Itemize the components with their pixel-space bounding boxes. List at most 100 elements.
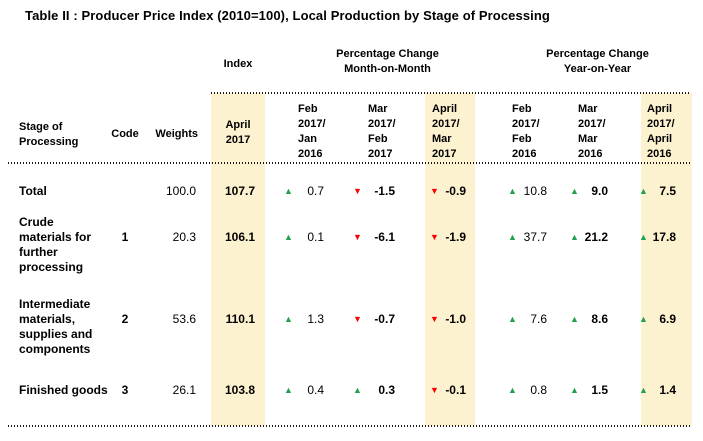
- yoy-april-value: 6.9: [659, 312, 676, 326]
- yoy-mar-cell: ▲ 8.6: [570, 312, 608, 327]
- mom-mar-value: -6.1: [374, 230, 395, 244]
- yoy-feb-value: 7.6: [530, 312, 547, 326]
- down-triangle-icon: ▼: [353, 232, 362, 242]
- up-triangle-icon: ▲: [639, 314, 648, 324]
- mom-feb-value: 0.4: [307, 383, 324, 397]
- yoy-feb-cell: ▲ 37.7: [508, 230, 547, 245]
- column-header-code: Code: [111, 128, 139, 140]
- mom-april-cell: ▼ -0.9: [430, 184, 466, 199]
- up-triangle-icon: ▲: [508, 186, 517, 196]
- column-header-yoy-feb: Feb 2017/ Feb 2016: [512, 103, 540, 160]
- yoy-mar-cell: ▲ 1.5: [570, 383, 608, 398]
- yoy-feb-cell: ▲ 10.8: [508, 184, 547, 199]
- table-bottom-dotted-rule: [8, 425, 691, 427]
- code-cell: 1: [121, 230, 129, 244]
- mom-april-cell: ▼ -1.0: [430, 312, 466, 327]
- up-triangle-icon: ▲: [570, 385, 579, 395]
- yoy-mar-value: 1.5: [591, 383, 608, 397]
- mom-mar-value: -1.5: [374, 184, 395, 198]
- mom-april-value: -0.1: [445, 383, 466, 397]
- yoy-mar-cell: ▲ 9.0: [570, 184, 608, 199]
- column-header-stage-of-processing: Stage of Processing: [19, 121, 79, 148]
- yoy-mar-value: 9.0: [591, 184, 608, 198]
- down-triangle-icon: ▼: [353, 186, 362, 196]
- header-bottom-dotted-rule: [8, 162, 691, 164]
- up-triangle-icon: ▲: [570, 314, 579, 324]
- column-header-mom-april: April 2017/ Mar 2017: [432, 103, 460, 160]
- mom-feb-value: 1.3: [307, 312, 324, 326]
- code-cell: 3: [121, 383, 129, 397]
- yoy-april-cell: ▲ 1.4: [639, 383, 676, 398]
- up-triangle-icon: ▲: [353, 385, 362, 395]
- index-cell: 107.7: [224, 184, 255, 198]
- column-header-yoy-april: April 2017/ April 2016: [647, 103, 675, 160]
- mom-april-cell: ▼ -1.9: [430, 230, 466, 245]
- row-label-total: Total: [19, 184, 47, 198]
- weights-cell: 100.0: [165, 184, 196, 198]
- weights-cell: 26.1: [172, 383, 196, 397]
- down-triangle-icon: ▼: [430, 232, 439, 242]
- mom-mar-value: 0.3: [378, 383, 395, 397]
- column-header-yoy-mar: Mar 2017/ Mar 2016: [578, 103, 606, 160]
- mom-april-value: -0.9: [445, 184, 466, 198]
- row-label-finished-goods: Finished goods: [19, 383, 108, 397]
- april-index-highlight-band: [211, 93, 265, 426]
- mom-feb-value: 0.7: [307, 184, 324, 198]
- mom-mar-cell: ▼ -1.5: [353, 184, 395, 199]
- row-label-crude-materials: Crude materials for further processing: [19, 215, 92, 274]
- up-triangle-icon: ▲: [570, 232, 579, 242]
- index-cell: 106.1: [224, 230, 255, 244]
- mom-feb-cell: ▲ 1.3: [284, 312, 324, 327]
- yoy-april-value: 7.5: [659, 184, 676, 198]
- down-triangle-icon: ▼: [353, 314, 362, 324]
- yoy-feb-value: 37.7: [523, 230, 547, 244]
- yoy-april-value: 17.8: [652, 230, 676, 244]
- april-yoy-highlight-band: [641, 93, 692, 426]
- mom-mar-cell: ▲ 0.3: [353, 383, 395, 398]
- group-header-month-on-month: Percentage Change Month-on-Month: [336, 48, 439, 75]
- mom-feb-cell: ▲ 0.4: [284, 383, 324, 398]
- code-cell: 2: [121, 312, 129, 326]
- weights-cell: 20.3: [172, 230, 196, 244]
- up-triangle-icon: ▲: [508, 314, 517, 324]
- yoy-feb-value: 0.8: [530, 383, 547, 397]
- column-header-mom-mar: Mar 2017/ Feb 2017: [368, 103, 396, 160]
- mom-april-value: -1.0: [445, 312, 466, 326]
- down-triangle-icon: ▼: [430, 186, 439, 196]
- yoy-april-cell: ▲ 7.5: [639, 184, 676, 199]
- table-title: Table II : Producer Price Index (2010=10…: [25, 8, 550, 23]
- yoy-april-cell: ▲ 17.8: [639, 230, 676, 245]
- mom-mar-value: -0.7: [374, 312, 395, 326]
- up-triangle-icon: ▲: [639, 232, 648, 242]
- up-triangle-icon: ▲: [639, 385, 648, 395]
- mom-april-value: -1.9: [445, 230, 466, 244]
- mom-mar-cell: ▼ -0.7: [353, 312, 395, 327]
- index-cell: 110.1: [225, 312, 255, 326]
- row-label-intermediate-materials: Intermediate materials, supplies and com…: [19, 297, 93, 356]
- up-triangle-icon: ▲: [284, 186, 293, 196]
- header-top-dotted-rule: [211, 92, 691, 94]
- group-header-index: Index: [223, 58, 253, 70]
- mom-april-cell: ▼ -0.1: [430, 383, 466, 398]
- yoy-april-value: 1.4: [659, 383, 676, 397]
- up-triangle-icon: ▲: [284, 232, 293, 242]
- yoy-april-cell: ▲ 6.9: [639, 312, 676, 327]
- mom-mar-cell: ▼ -6.1: [353, 230, 395, 245]
- down-triangle-icon: ▼: [430, 385, 439, 395]
- group-header-year-on-year: Percentage Change Year-on-Year: [546, 48, 649, 75]
- column-header-april-2017-index: April 2017: [225, 119, 251, 146]
- up-triangle-icon: ▲: [570, 186, 579, 196]
- yoy-feb-value: 10.8: [523, 184, 547, 198]
- weights-cell: 53.6: [172, 312, 196, 326]
- mom-feb-value: 0.1: [307, 230, 324, 244]
- mom-feb-cell: ▲ 0.7: [284, 184, 324, 199]
- yoy-mar-cell: ▲ 21.2: [570, 230, 608, 245]
- up-triangle-icon: ▲: [508, 385, 517, 395]
- column-header-weights: Weights: [155, 128, 198, 140]
- yoy-feb-cell: ▲ 0.8: [508, 383, 547, 398]
- column-header-mom-feb: Feb 2017/ Jan 2016: [298, 103, 326, 160]
- yoy-mar-value: 8.6: [591, 312, 608, 326]
- yoy-mar-value: 21.2: [584, 230, 608, 244]
- up-triangle-icon: ▲: [639, 186, 648, 196]
